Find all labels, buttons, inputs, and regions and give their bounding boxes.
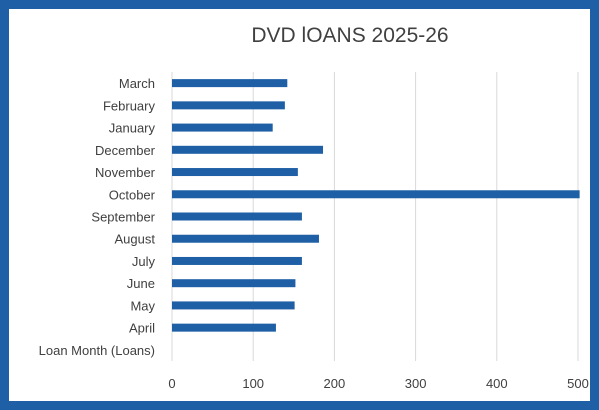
x-tick-label: 400	[486, 376, 508, 391]
category-label: October	[109, 187, 156, 202]
x-tick-label: 200	[324, 376, 346, 391]
bar	[172, 145, 324, 154]
gridlines	[171, 72, 579, 361]
category-label: February	[103, 98, 156, 113]
category-label: August	[115, 232, 156, 247]
bar	[172, 79, 288, 88]
bars	[172, 79, 580, 332]
x-tick-label: 100	[242, 376, 264, 391]
category-label: December	[95, 143, 156, 158]
bar	[172, 101, 285, 110]
bar	[172, 279, 296, 288]
category-label: January	[109, 121, 156, 136]
x-axis-tick-labels: 0 100 200 300 400 500	[168, 376, 588, 391]
category-label: April	[129, 321, 155, 336]
bar	[172, 256, 302, 265]
category-label: May	[130, 298, 155, 313]
x-tick-label: 0	[168, 376, 175, 391]
bar	[172, 234, 319, 243]
category-label: November	[95, 165, 156, 180]
bar	[172, 190, 580, 199]
category-label: March	[119, 76, 155, 91]
bar	[172, 168, 298, 177]
category-label: July	[132, 254, 156, 269]
bar	[172, 301, 295, 310]
x-tick-label: 300	[405, 376, 427, 391]
category-labels: Loan Month (Loans) April May June July August…	[39, 76, 156, 358]
bar	[172, 212, 302, 221]
x-tick-label: 500	[567, 376, 589, 391]
category-label: June	[127, 276, 155, 291]
category-label: September	[91, 210, 155, 225]
category-label: Loan Month (Loans)	[39, 343, 155, 358]
bar	[172, 123, 273, 132]
chart-title: DVD lOANS 2025-26	[251, 24, 448, 47]
bar	[172, 323, 276, 332]
